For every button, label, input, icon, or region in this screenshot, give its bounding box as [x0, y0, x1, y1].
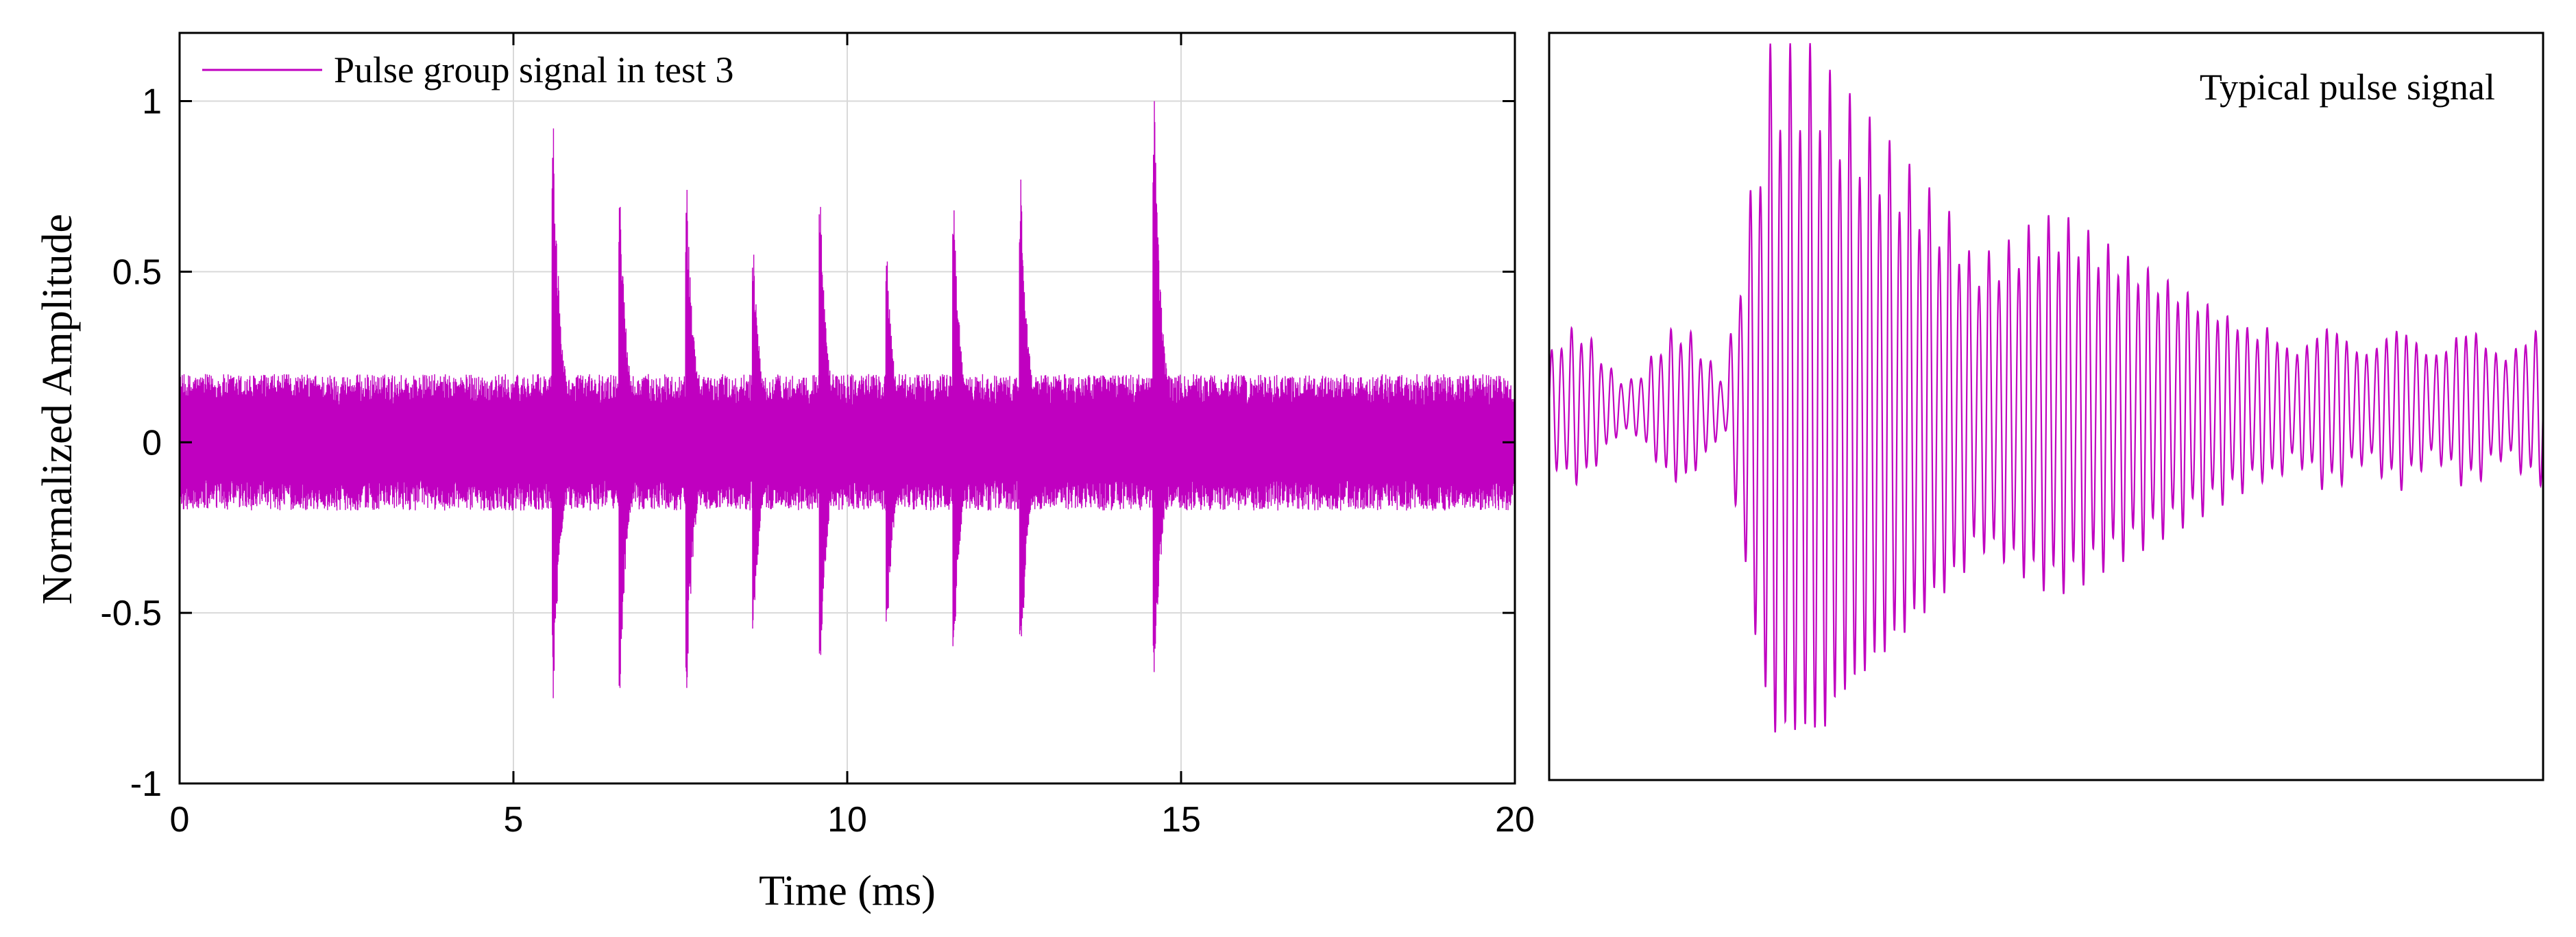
legend-label: Pulse group signal in test 3: [334, 49, 733, 90]
x-tick-label: 5: [504, 800, 524, 840]
y-tick-label: 0: [142, 423, 162, 463]
x-tick-label: 15: [1161, 800, 1201, 840]
typical-pulse-chart: Typical pulse signal: [1548, 32, 2544, 781]
inset-frame: [1548, 32, 2544, 781]
pulse-group-chart: 0 5 10 15 20 -1 -0.5 0 0.5 1 Pulse group signal i…: [34, 32, 1535, 914]
typical-pulse-series: [1548, 42, 2544, 733]
legend: Pulse group signal in test 3: [202, 49, 733, 90]
inset-title: Typical pulse signal: [2200, 66, 2495, 108]
y-tick-label: -1: [130, 764, 162, 804]
axis-ticks: [178, 33, 1516, 785]
x-axis-title: Time (ms): [759, 868, 936, 914]
x-tick-label: 20: [1495, 800, 1535, 840]
y-tick-label: -0.5: [100, 594, 162, 633]
pulse-group-line: [179, 101, 1516, 698]
tick-labels: 0 5 10 15 20 -1 -0.5 0 0.5 1: [100, 82, 1535, 840]
y-tick-label: 1: [142, 82, 162, 122]
x-tick-label: 10: [827, 800, 867, 840]
typical-pulse-line: [1548, 42, 2544, 733]
pulse-group-series: [179, 101, 1516, 698]
y-tick-label: 0.5: [112, 252, 162, 292]
x-tick-label: 0: [170, 800, 190, 840]
y-axis-title: Normalized Amplitude: [34, 214, 81, 605]
